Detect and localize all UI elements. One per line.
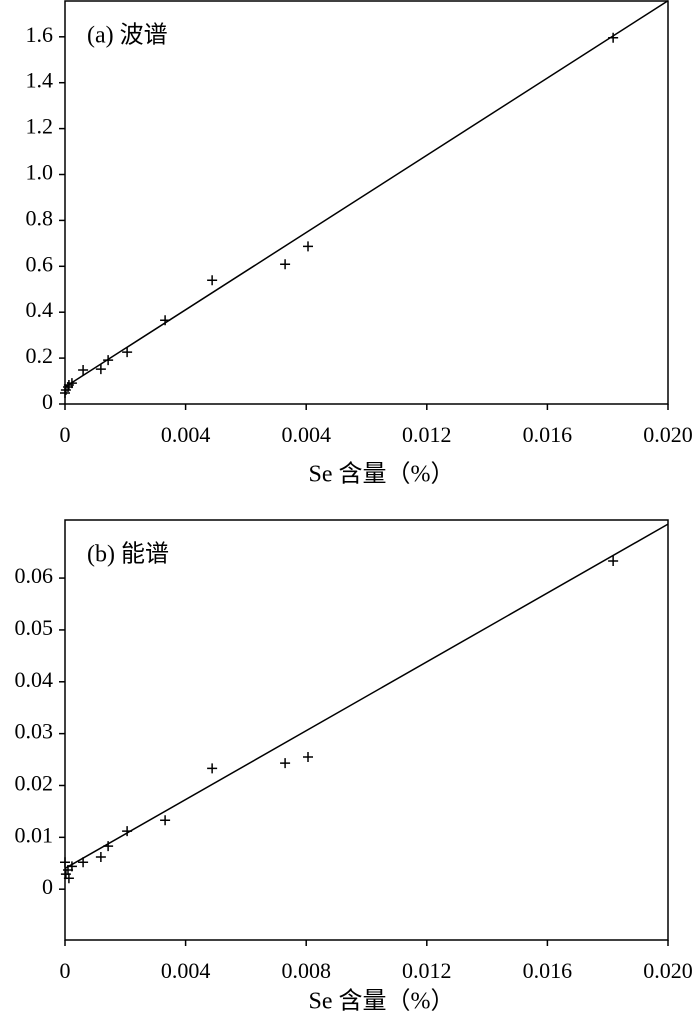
data-point bbox=[103, 841, 114, 852]
y-tick-label: 0.4 bbox=[26, 297, 54, 322]
data-point bbox=[122, 347, 133, 358]
x-tick-label: 0.004 bbox=[161, 958, 211, 983]
data-point bbox=[160, 815, 171, 826]
y-tick-label: 0.02 bbox=[15, 771, 54, 796]
y-tick-label: 0.2 bbox=[26, 343, 54, 368]
x-axis-label: Se 含量（%） bbox=[309, 988, 455, 1015]
chart-title: (b) 能谱 bbox=[87, 541, 169, 568]
data-point bbox=[95, 852, 106, 863]
y-tick-label: 0.6 bbox=[26, 251, 54, 276]
y-tick-label: 0.06 bbox=[15, 563, 54, 588]
data-point bbox=[63, 865, 74, 875]
data-point bbox=[207, 763, 218, 774]
data-point bbox=[60, 387, 70, 398]
plot-frame bbox=[64, 0, 669, 405]
y-tick-label: 0.01 bbox=[15, 822, 54, 847]
data-point bbox=[95, 364, 106, 375]
fit-line bbox=[64, 523, 669, 870]
data-point bbox=[78, 365, 89, 376]
x-tick-label: 0.012 bbox=[402, 958, 452, 983]
data-point bbox=[78, 857, 89, 868]
x-tick-label: 0.016 bbox=[523, 958, 573, 983]
y-tick-label: 1.0 bbox=[26, 160, 54, 185]
x-tick-label: 0 bbox=[60, 958, 71, 983]
data-point bbox=[60, 857, 70, 868]
x-tick-label: 0.004 bbox=[281, 422, 331, 447]
y-tick-label: 0 bbox=[42, 874, 53, 899]
x-tick-label: 0 bbox=[60, 422, 71, 447]
data-point bbox=[122, 826, 133, 837]
x-tick-label: 0.016 bbox=[523, 422, 573, 447]
x-tick-label: 0.020 bbox=[643, 422, 693, 447]
y-tick-label: 0.05 bbox=[15, 615, 54, 640]
x-tick-label: 0.020 bbox=[643, 958, 693, 983]
x-tick-label: 0.008 bbox=[281, 958, 331, 983]
data-point bbox=[303, 751, 314, 762]
data-point bbox=[63, 379, 74, 390]
y-tick-label: 0.8 bbox=[26, 205, 54, 230]
x-tick-label: 0.004 bbox=[161, 422, 211, 447]
y-tick-label: 1.2 bbox=[26, 114, 54, 139]
y-tick-label: 1.4 bbox=[26, 68, 54, 93]
data-point bbox=[160, 315, 171, 326]
y-tick-label: 1.6 bbox=[26, 22, 54, 47]
data-point bbox=[207, 275, 218, 286]
x-tick-label: 0.012 bbox=[402, 422, 452, 447]
data-point bbox=[608, 555, 619, 566]
y-tick-label: 0.03 bbox=[15, 719, 54, 744]
data-point bbox=[280, 259, 291, 270]
data-point bbox=[280, 758, 291, 769]
x-axis-label: Se 含量（%） bbox=[309, 461, 455, 488]
data-point bbox=[608, 32, 619, 43]
chart-title: (a) 波谱 bbox=[87, 22, 168, 49]
y-tick-label: 0 bbox=[42, 389, 53, 414]
plot-frame bbox=[64, 519, 669, 941]
fit-line bbox=[64, 0, 669, 388]
data-point bbox=[303, 241, 314, 252]
data-point bbox=[103, 355, 114, 366]
data-point bbox=[63, 873, 74, 884]
y-tick-label: 0.04 bbox=[15, 667, 54, 692]
